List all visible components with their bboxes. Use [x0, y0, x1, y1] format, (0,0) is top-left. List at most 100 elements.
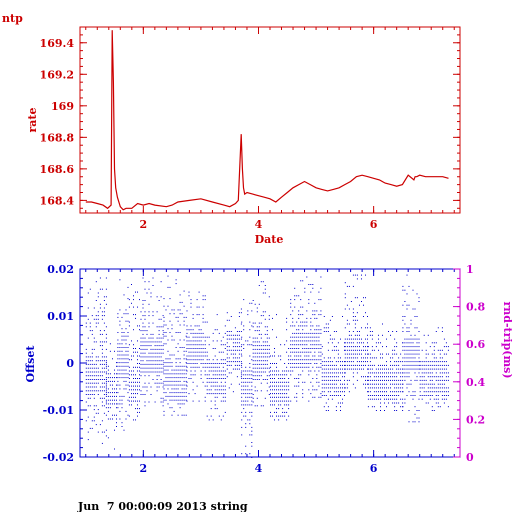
offset-point: [163, 414, 165, 416]
offset-point: [139, 366, 140, 368]
offset-point: [425, 379, 427, 381]
offset-point: [294, 299, 296, 301]
offset-point: [410, 395, 412, 396]
offset-point: [344, 387, 346, 389]
offset-point: [280, 415, 282, 417]
offset-point: [398, 395, 400, 396]
offset-point: [210, 378, 212, 379]
offset-point: [337, 379, 339, 381]
offset-point: [146, 390, 148, 392]
offset-point: [410, 342, 412, 344]
offset-point: [165, 358, 167, 360]
offset-point: [419, 364, 421, 366]
offset-point: [177, 380, 179, 382]
offset-point: [206, 359, 208, 361]
offset-point: [333, 391, 335, 393]
offset-point: [421, 368, 423, 370]
offset-point: [112, 377, 113, 379]
offset-point: [101, 371, 103, 373]
offset-point: [181, 373, 183, 375]
offset-point: [254, 341, 256, 343]
offset-point: [375, 346, 377, 348]
offset-point: [296, 344, 298, 346]
offset-point: [212, 374, 214, 376]
offset-point: [406, 349, 408, 351]
offset-point: [254, 386, 256, 388]
offset-point: [123, 354, 125, 356]
offset-point: [396, 353, 398, 355]
offset-point: [382, 372, 383, 374]
offset-point: [194, 359, 196, 361]
offset-point: [418, 338, 420, 340]
offset-point: [95, 318, 97, 320]
offset-point: [245, 393, 247, 395]
offset-point: [236, 361, 238, 363]
offset-point: [260, 356, 262, 358]
offset-point: [298, 385, 300, 387]
offset-point: [222, 351, 224, 353]
offset-point: [386, 391, 387, 393]
offset-point: [186, 329, 188, 331]
offset-point: [179, 309, 181, 311]
offset-point: [252, 348, 254, 350]
offset-point: [232, 353, 234, 355]
offset-point: [396, 391, 398, 393]
offset-point: [396, 387, 398, 389]
offset-point: [300, 363, 302, 364]
offset-point: [352, 342, 354, 344]
offset-point: [142, 300, 144, 301]
offset-point: [337, 368, 339, 370]
offset-point: [290, 348, 292, 349]
offset-point: [302, 351, 304, 353]
offset-point: [369, 368, 371, 370]
offset-point: [117, 347, 119, 348]
offset-point: [179, 339, 181, 341]
offset-point: [402, 406, 404, 408]
offset-point: [308, 336, 310, 338]
offset-point: [158, 300, 160, 301]
offset-point: [114, 448, 115, 450]
offset-point: [346, 383, 348, 385]
offset-point: [441, 398, 443, 400]
offset-point: [127, 286, 129, 288]
offset-point: [268, 386, 270, 388]
offset-point: [167, 373, 169, 375]
offset-point: [93, 379, 95, 380]
offset-point: [163, 343, 165, 345]
offset-point: [222, 363, 224, 364]
offset-point: [433, 376, 435, 378]
offset-point: [185, 369, 187, 371]
offset-point: [112, 395, 113, 397]
offset-point: [156, 348, 158, 350]
offset-point: [117, 380, 119, 382]
offset-point: [359, 331, 360, 332]
offset-point: [344, 346, 345, 348]
offset-point: [433, 349, 435, 351]
offset-point: [441, 387, 443, 389]
offset-point: [371, 364, 373, 366]
offset-point: [241, 321, 243, 323]
offset-point: [344, 282, 346, 284]
offset-point: [348, 357, 350, 359]
offset-point: [121, 343, 123, 345]
offset-point: [282, 408, 284, 410]
offset-point: [196, 355, 198, 357]
offset-point: [148, 303, 150, 305]
offset-point: [268, 318, 270, 320]
offset-point: [412, 338, 414, 340]
offset-point: [268, 345, 270, 347]
offset-point: [185, 335, 187, 337]
offset-point: [344, 391, 345, 393]
offset-point: [185, 316, 187, 318]
offset-point: [169, 365, 171, 367]
offset-point: [439, 372, 441, 374]
offset-point: [139, 381, 140, 383]
offset-point: [274, 378, 275, 379]
offset-point: [402, 368, 404, 370]
offset-point: [146, 330, 148, 332]
offset-point: [414, 395, 416, 396]
offset-point: [404, 368, 406, 370]
offset-point: [327, 349, 329, 351]
offset-point: [354, 353, 356, 355]
offset-point: [196, 299, 198, 301]
